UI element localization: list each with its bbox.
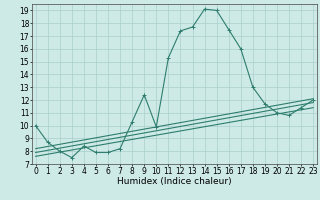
X-axis label: Humidex (Indice chaleur): Humidex (Indice chaleur) (117, 177, 232, 186)
